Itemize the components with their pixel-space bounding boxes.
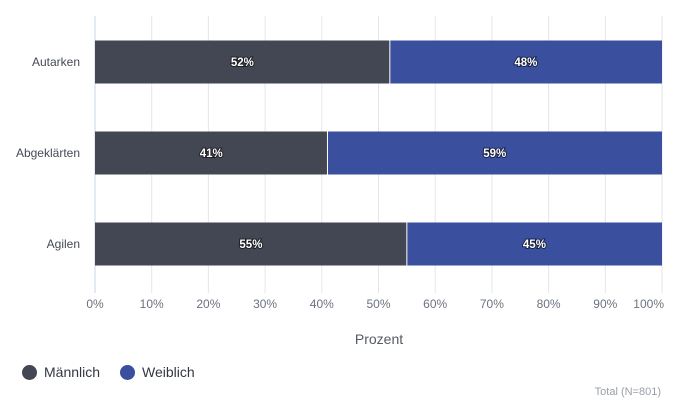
bars: 52% 48% 41% 59% 55% 45% — [95, 40, 662, 266]
legend: Männlich Weiblich — [22, 364, 195, 380]
sample-size-note: Total (N=801) — [594, 386, 661, 398]
data-label: 48% — [514, 57, 537, 69]
category-label-0: Autarken — [32, 55, 80, 69]
data-label: 45% — [523, 239, 546, 251]
x-tick-label: 100% — [633, 297, 664, 311]
legend-item-maennlich[interactable]: Männlich — [22, 364, 100, 380]
legend-swatch-maennlich — [22, 364, 37, 380]
data-label: 59% — [483, 148, 506, 160]
x-tick-label: 20% — [196, 297, 220, 311]
x-tick-label: 50% — [366, 297, 390, 311]
x-tick-labels: 0% 10% 20% 30% 40% 50% 60% 70% 80% 90% 100% — [86, 297, 664, 311]
category-label-1: Abgeklärten — [16, 146, 80, 160]
bar-weiblich-1 — [327, 131, 662, 175]
bar-weiblich-0 — [389, 40, 662, 84]
x-tick-label: 0% — [86, 297, 104, 311]
data-label: 55% — [239, 239, 262, 251]
x-tick-label: 10% — [140, 297, 164, 311]
legend-label-maennlich: Männlich — [44, 364, 101, 380]
x-tick-label: 40% — [310, 297, 334, 311]
x-tick-label: 60% — [423, 297, 447, 311]
bar-mnnlich-1 — [95, 131, 328, 175]
category-label-2: Agilen — [47, 237, 80, 251]
bar-mnnlich-0 — [95, 40, 390, 84]
legend-item-weiblich[interactable]: Weiblich — [120, 364, 195, 380]
data-label: 52% — [231, 57, 254, 69]
bar-weiblich-2 — [406, 222, 662, 266]
legend-label-weiblich: Weiblich — [142, 364, 195, 380]
bar-mnnlich-2 — [95, 222, 407, 266]
data-label: 41% — [200, 148, 223, 160]
x-tick-label: 70% — [480, 297, 504, 311]
x-tick-label: 80% — [537, 297, 561, 311]
legend-swatch-weiblich — [120, 364, 136, 380]
category-labels: Autarken Abgeklärten Agilen — [16, 55, 80, 251]
x-axis-label: Prozent — [355, 331, 403, 347]
x-tick-label: 30% — [253, 297, 277, 311]
x-tick-label: 90% — [593, 297, 617, 311]
